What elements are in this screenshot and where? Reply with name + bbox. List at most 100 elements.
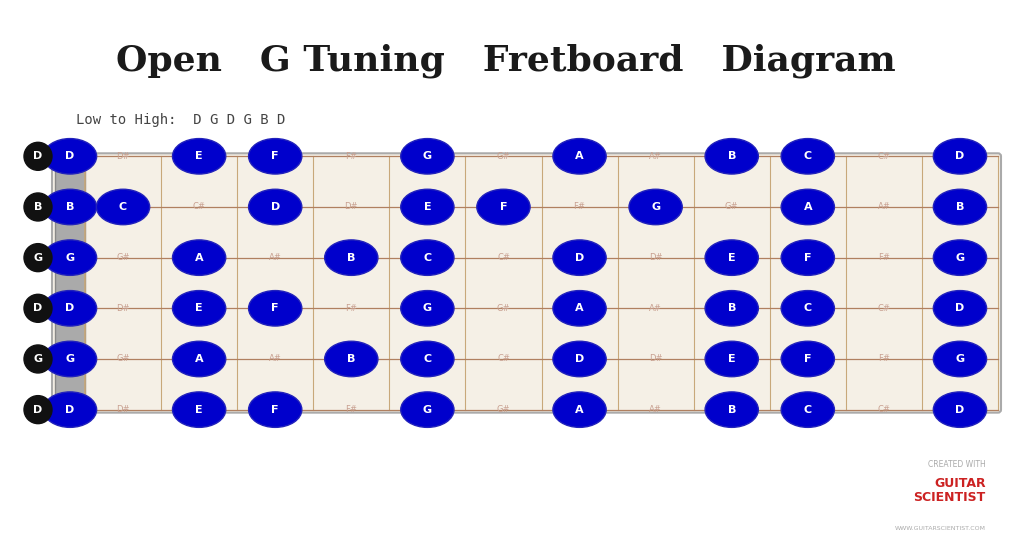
Text: C#: C# bbox=[497, 253, 510, 262]
Ellipse shape bbox=[173, 139, 225, 174]
Ellipse shape bbox=[400, 392, 454, 427]
Text: G#: G# bbox=[116, 253, 129, 262]
Text: A: A bbox=[575, 151, 584, 161]
Ellipse shape bbox=[553, 392, 607, 427]
Text: F#: F# bbox=[346, 405, 357, 414]
Ellipse shape bbox=[43, 392, 97, 427]
Text: E: E bbox=[195, 303, 203, 313]
Circle shape bbox=[24, 294, 52, 322]
Text: A: A bbox=[804, 202, 812, 212]
Ellipse shape bbox=[325, 341, 378, 377]
Ellipse shape bbox=[933, 392, 987, 427]
Ellipse shape bbox=[173, 240, 225, 275]
Text: Low to High:  D G D G B D: Low to High: D G D G B D bbox=[76, 113, 285, 127]
Ellipse shape bbox=[782, 341, 834, 377]
Text: F#: F# bbox=[573, 203, 585, 211]
Text: F#: F# bbox=[878, 253, 890, 262]
Text: C#: C# bbox=[193, 203, 205, 211]
Ellipse shape bbox=[249, 392, 302, 427]
Ellipse shape bbox=[782, 240, 834, 275]
Text: D#: D# bbox=[116, 304, 129, 313]
Ellipse shape bbox=[43, 240, 97, 275]
Text: A#: A# bbox=[878, 203, 891, 211]
Ellipse shape bbox=[629, 189, 682, 225]
Ellipse shape bbox=[933, 291, 987, 326]
Text: D: D bbox=[33, 405, 42, 414]
Text: B: B bbox=[728, 405, 736, 414]
Text: A: A bbox=[575, 405, 584, 414]
Text: C#: C# bbox=[497, 355, 510, 363]
Circle shape bbox=[24, 244, 52, 272]
Text: F: F bbox=[804, 253, 812, 262]
Text: G: G bbox=[423, 303, 432, 313]
Text: F: F bbox=[272, 405, 279, 414]
Text: D#: D# bbox=[116, 405, 129, 414]
Ellipse shape bbox=[782, 291, 834, 326]
Text: B: B bbox=[955, 202, 964, 212]
Text: G: G bbox=[66, 354, 75, 364]
Text: D: D bbox=[575, 354, 584, 364]
Text: A: A bbox=[195, 253, 203, 262]
Text: G#: G# bbox=[496, 152, 511, 161]
Ellipse shape bbox=[705, 291, 758, 326]
Text: D: D bbox=[33, 303, 42, 313]
Text: F: F bbox=[804, 354, 812, 364]
Text: G#: G# bbox=[725, 203, 738, 211]
Text: B: B bbox=[728, 151, 736, 161]
Text: C: C bbox=[119, 202, 127, 212]
Text: G: G bbox=[955, 253, 964, 262]
Ellipse shape bbox=[173, 341, 225, 377]
Ellipse shape bbox=[782, 189, 834, 225]
Ellipse shape bbox=[553, 341, 607, 377]
Ellipse shape bbox=[43, 189, 97, 225]
Text: C#: C# bbox=[878, 304, 891, 313]
Text: F: F bbox=[272, 303, 279, 313]
Text: C#: C# bbox=[878, 152, 891, 161]
Text: G: G bbox=[33, 253, 42, 262]
Text: D: D bbox=[271, 202, 280, 212]
Text: G: G bbox=[423, 405, 432, 414]
Circle shape bbox=[24, 142, 52, 170]
Text: G: G bbox=[33, 354, 42, 364]
Text: A#: A# bbox=[269, 253, 282, 262]
Text: D: D bbox=[66, 405, 75, 414]
Ellipse shape bbox=[400, 291, 454, 326]
Bar bbox=[55, 156, 85, 410]
Text: D: D bbox=[66, 303, 75, 313]
Text: D: D bbox=[955, 405, 964, 414]
Ellipse shape bbox=[933, 189, 987, 225]
Text: E: E bbox=[424, 202, 431, 212]
Text: D: D bbox=[955, 303, 964, 313]
Ellipse shape bbox=[400, 341, 454, 377]
Text: WWW.GUITARSCIENTIST.COM: WWW.GUITARSCIENTIST.COM bbox=[895, 526, 986, 531]
Text: B: B bbox=[347, 354, 356, 364]
Ellipse shape bbox=[173, 291, 225, 326]
Ellipse shape bbox=[400, 240, 454, 275]
Text: E: E bbox=[728, 354, 736, 364]
Text: C: C bbox=[424, 354, 432, 364]
Text: D#: D# bbox=[116, 152, 129, 161]
Text: D: D bbox=[575, 253, 584, 262]
Ellipse shape bbox=[249, 139, 302, 174]
Ellipse shape bbox=[933, 341, 987, 377]
Text: D#: D# bbox=[345, 203, 358, 211]
Text: D#: D# bbox=[649, 253, 662, 262]
Text: G: G bbox=[651, 202, 660, 212]
Ellipse shape bbox=[553, 291, 607, 326]
Text: B: B bbox=[33, 202, 42, 212]
FancyBboxPatch shape bbox=[52, 153, 1001, 413]
Text: Open   G Tuning   Fretboard   Diagram: Open G Tuning Fretboard Diagram bbox=[115, 43, 896, 78]
Ellipse shape bbox=[43, 291, 97, 326]
Ellipse shape bbox=[705, 139, 758, 174]
Text: A#: A# bbox=[649, 405, 662, 414]
Text: C#: C# bbox=[878, 405, 891, 414]
Ellipse shape bbox=[553, 240, 607, 275]
Text: D#: D# bbox=[649, 355, 662, 363]
Text: F#: F# bbox=[878, 355, 890, 363]
Circle shape bbox=[24, 396, 52, 424]
Ellipse shape bbox=[43, 139, 97, 174]
Text: C: C bbox=[804, 405, 812, 414]
Ellipse shape bbox=[477, 189, 530, 225]
Text: E: E bbox=[195, 405, 203, 414]
Text: G#: G# bbox=[496, 405, 511, 414]
